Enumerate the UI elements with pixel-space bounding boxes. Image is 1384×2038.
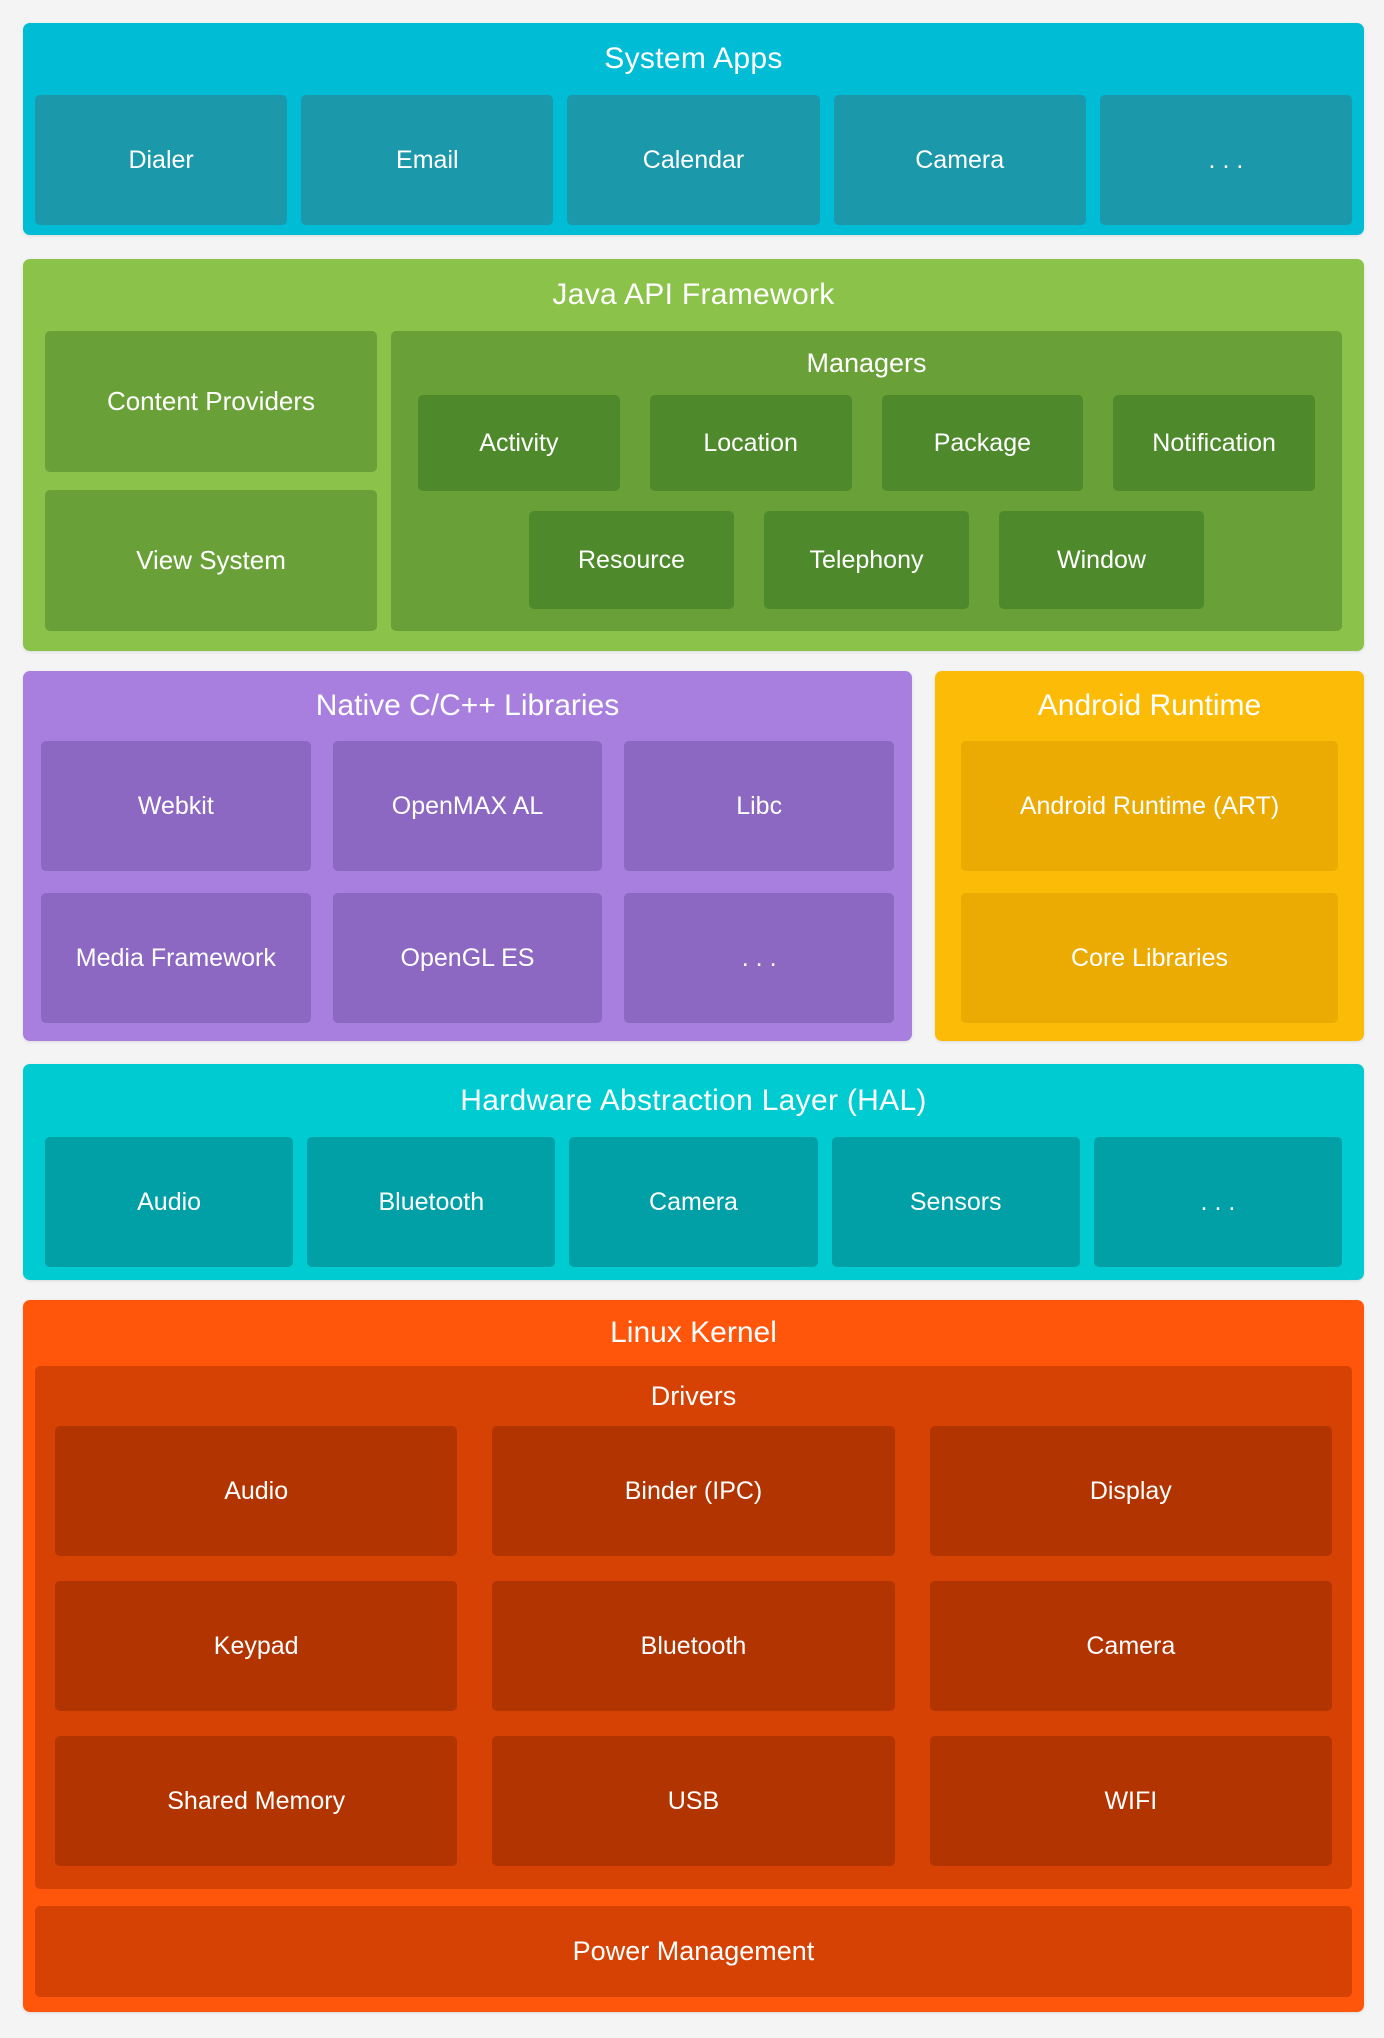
box-driver-usb: USB [492,1736,895,1866]
box-art: Android Runtime (ART) [961,741,1338,871]
box-more-libraries: . . . [624,893,894,1023]
box-window-manager: Window [999,511,1204,609]
box-telephony-manager: Telephony [764,511,969,609]
section-android-runtime: Android Runtime Android Runtime (ART) Co… [935,671,1364,1041]
android-architecture-diagram: System Apps Dialer Email Calendar Camera… [23,23,1364,2012]
hal-title: Hardware Abstraction Layer (HAL) [460,1083,927,1117]
linux-kernel-title: Linux Kernel [610,1316,777,1349]
java-api-title: Java API Framework [552,278,835,311]
managers-row-2: Resource Telephony Window [391,511,1342,609]
native-libraries-title: Native C/C++ Libraries [315,689,620,722]
box-content-providers: Content Providers [45,331,377,472]
libraries-runtime-row: Native C/C++ Libraries Webkit OpenMAX AL… [23,671,1364,1041]
hal-row: Audio Bluetooth Camera Sensors . . . [23,1137,1364,1267]
android-runtime-column: Android Runtime (ART) Core Libraries [935,741,1364,1023]
managers-panel: Managers Activity Location Package Notif… [391,331,1342,631]
box-openmax-al: OpenMAX AL [332,741,603,871]
box-driver-binder-ipc: Binder (IPC) [492,1426,895,1556]
native-libraries-grid: Webkit OpenMAX AL Libc Media Framework O… [23,741,912,1023]
section-java-api-framework: Java API Framework Content Providers Vie… [23,259,1364,651]
section-hal: Hardware Abstraction Layer (HAL) Audio B… [23,1064,1364,1280]
box-libc: Libc [624,741,894,871]
box-driver-camera: Camera [929,1581,1332,1711]
box-hal-bluetooth: Bluetooth [307,1137,556,1267]
box-power-management: Power Management [35,1906,1352,1997]
box-core-libraries: Core Libraries [961,893,1338,1023]
java-api-left-column: Content Providers View System [45,331,377,631]
box-hal-camera: Camera [569,1137,818,1267]
java-api-body: Content Providers View System Managers A… [23,331,1364,631]
system-apps-row: Dialer Email Calendar Camera . . . [23,95,1364,225]
box-webkit: Webkit [41,741,311,871]
box-dialer: Dialer [35,95,288,225]
managers-row-1: Activity Location Package Notification [391,395,1342,491]
drivers-grid: Audio Binder (IPC) Display Keypad Blueto… [35,1426,1352,1866]
drivers-title: Drivers [650,1380,737,1411]
box-location-manager: Location [649,395,852,491]
box-driver-keypad: Keypad [55,1581,458,1711]
box-driver-display: Display [929,1426,1332,1556]
box-view-system: View System [45,490,377,631]
box-hal-sensors: Sensors [831,1137,1080,1267]
box-package-manager: Package [881,395,1084,491]
box-driver-audio: Audio [55,1426,458,1556]
section-system-apps: System Apps Dialer Email Calendar Camera… [23,23,1364,235]
box-notification-manager: Notification [1113,395,1315,491]
box-hal-audio: Audio [45,1137,294,1267]
box-calendar: Calendar [567,95,820,225]
system-apps-title: System Apps [604,42,783,75]
box-more-apps: . . . [1099,95,1353,225]
box-opengl-es: OpenGL ES [332,893,603,1023]
section-linux-kernel: Linux Kernel Drivers Audio Binder (IPC) … [23,1300,1364,2012]
drivers-panel: Drivers Audio Binder (IPC) Display Keypa… [35,1366,1352,1889]
box-media-framework: Media Framework [41,893,311,1023]
managers-title: Managers [806,347,927,378]
box-driver-bluetooth: Bluetooth [492,1581,895,1711]
box-email: Email [301,95,554,225]
box-resource-manager: Resource [529,511,734,609]
box-activity-manager: Activity [418,395,620,491]
section-native-libraries: Native C/C++ Libraries Webkit OpenMAX AL… [23,671,912,1041]
box-driver-shared-memory: Shared Memory [55,1736,458,1866]
box-hal-more: . . . [1093,1137,1343,1267]
box-driver-wifi: WIFI [929,1736,1332,1866]
android-runtime-title: Android Runtime [1037,689,1262,722]
box-camera-app: Camera [833,95,1086,225]
